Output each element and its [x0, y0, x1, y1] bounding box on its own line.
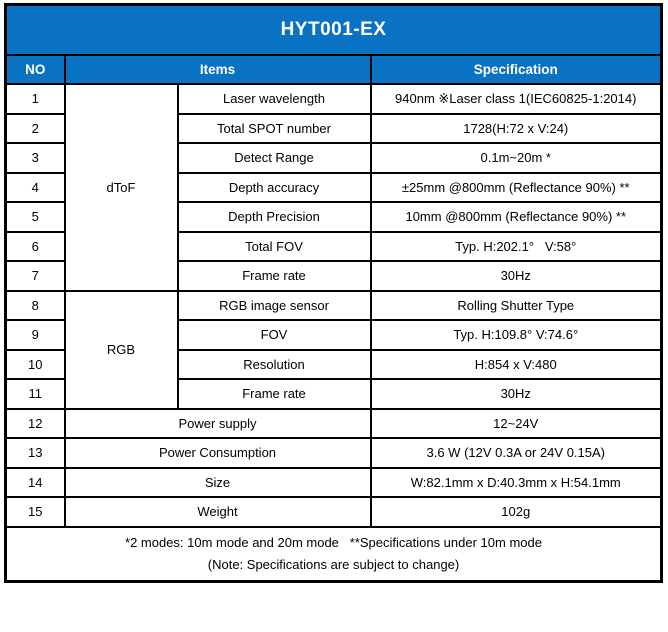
row-no: 9 — [4, 319, 66, 351]
spec-cell: Rolling Shutter Type — [369, 289, 663, 321]
spec-cell: W:82.1mm x D:40.3mm x H:54.1mm — [369, 466, 663, 498]
table-row: 8 RGB RGB image sensor Rolling Shutter T… — [4, 289, 663, 410]
row-no: 4 — [4, 171, 66, 203]
column-header-no: NO — [4, 54, 66, 85]
item-cell: Weight — [63, 496, 372, 528]
row-no: 14 — [4, 466, 66, 498]
table-title: HYT001-EX — [4, 3, 663, 56]
spec-cell: 0.1m~20m * — [369, 142, 663, 174]
table-row: 12 Power supply 12~24V — [4, 407, 663, 439]
item-cell: Detect Range — [176, 142, 372, 174]
item-cell: Total FOV — [176, 230, 372, 262]
item-cell: Frame rate — [176, 260, 372, 292]
footnote-line-1: *2 modes: 10m mode and 20m mode **Specif… — [125, 535, 542, 551]
spec-cell: 3.6 W (12V 0.3A or 24V 0.15A) — [369, 437, 663, 469]
spec-cell: ±25mm @800mm (Reflectance 90%) ** — [369, 171, 663, 203]
item-cell: FOV — [176, 319, 372, 351]
row-no: 13 — [4, 437, 66, 469]
column-header-specification: Specification — [369, 54, 663, 85]
spec-cell: Typ. H:202.1° V:58° — [369, 230, 663, 262]
spec-cell: Typ. H:109.8° V:74.6° — [369, 319, 663, 351]
row-no: 1 — [4, 83, 66, 115]
item-cell: Power supply — [63, 407, 372, 439]
row-no: 15 — [4, 496, 66, 528]
table-row: 14 Size W:82.1mm x D:40.3mm x H:54.1mm — [4, 466, 663, 498]
footnote-cell: *2 modes: 10m mode and 20m mode **Specif… — [4, 525, 663, 582]
spec-cell: 940nm ※Laser class 1(IEC60825-1:2014) — [369, 83, 663, 115]
table-row: 10 Resolution H:854 x V:480 — [4, 348, 663, 380]
row-no: 12 — [4, 407, 66, 439]
row-no: 8 — [4, 289, 66, 321]
title-row: HYT001-EX — [4, 3, 663, 56]
table-row: 4 Depth accuracy ±25mm @800mm (Reflectan… — [4, 171, 663, 203]
specification-table: HYT001-EX NO Items Specification 1 dToF … — [4, 3, 663, 583]
row-no: 3 — [4, 142, 66, 174]
group-cell-rgb: RGB — [63, 289, 179, 410]
item-cell: Frame rate — [176, 378, 372, 410]
footnote-line-2: (Note: Specifications are subject to cha… — [207, 556, 460, 572]
row-no: 7 — [4, 260, 66, 292]
table-row: 3 Detect Range 0.1m~20m * — [4, 142, 663, 174]
spec-cell: 10mm @800mm (Reflectance 90%) ** — [369, 201, 663, 233]
row-no: 5 — [4, 201, 66, 233]
item-cell: Resolution — [176, 348, 372, 380]
spec-cell: 30Hz — [369, 260, 663, 292]
table-row: 7 Frame rate 30Hz — [4, 260, 663, 292]
item-cell: Depth Precision — [176, 201, 372, 233]
row-no: 11 — [4, 378, 66, 410]
table-row: 15 Weight 102g — [4, 496, 663, 528]
item-cell: Total SPOT number — [176, 112, 372, 144]
row-no: 6 — [4, 230, 66, 262]
item-cell: Power Consumption — [63, 437, 372, 469]
item-cell: Laser wavelength — [176, 83, 372, 115]
item-cell: RGB image sensor — [176, 289, 372, 321]
table-row: 9 FOV Typ. H:109.8° V:74.6° — [4, 319, 663, 351]
spec-cell: 12~24V — [369, 407, 663, 439]
spec-cell: 1728(H:72 x V:24) — [369, 112, 663, 144]
spec-cell: 30Hz — [369, 378, 663, 410]
row-no: 2 — [4, 112, 66, 144]
table-row: 5 Depth Precision 10mm @800mm (Reflectan… — [4, 201, 663, 233]
spec-cell: 102g — [369, 496, 663, 528]
group-cell-dtof: dToF — [63, 83, 179, 292]
table-row: 2 Total SPOT number 1728(H:72 x V:24) — [4, 112, 663, 144]
table-row: 13 Power Consumption 3.6 W (12V 0.3A or … — [4, 437, 663, 469]
item-cell: Depth accuracy — [176, 171, 372, 203]
item-cell: Size — [63, 466, 372, 498]
footnote-row: *2 modes: 10m mode and 20m mode **Specif… — [4, 525, 663, 582]
spec-cell: H:854 x V:480 — [369, 348, 663, 380]
table-row: 1 dToF Laser wavelength 940nm ※Laser cla… — [4, 83, 663, 292]
header-row: NO Items Specification — [4, 54, 663, 85]
column-header-items: Items — [63, 54, 372, 85]
row-no: 10 — [4, 348, 66, 380]
